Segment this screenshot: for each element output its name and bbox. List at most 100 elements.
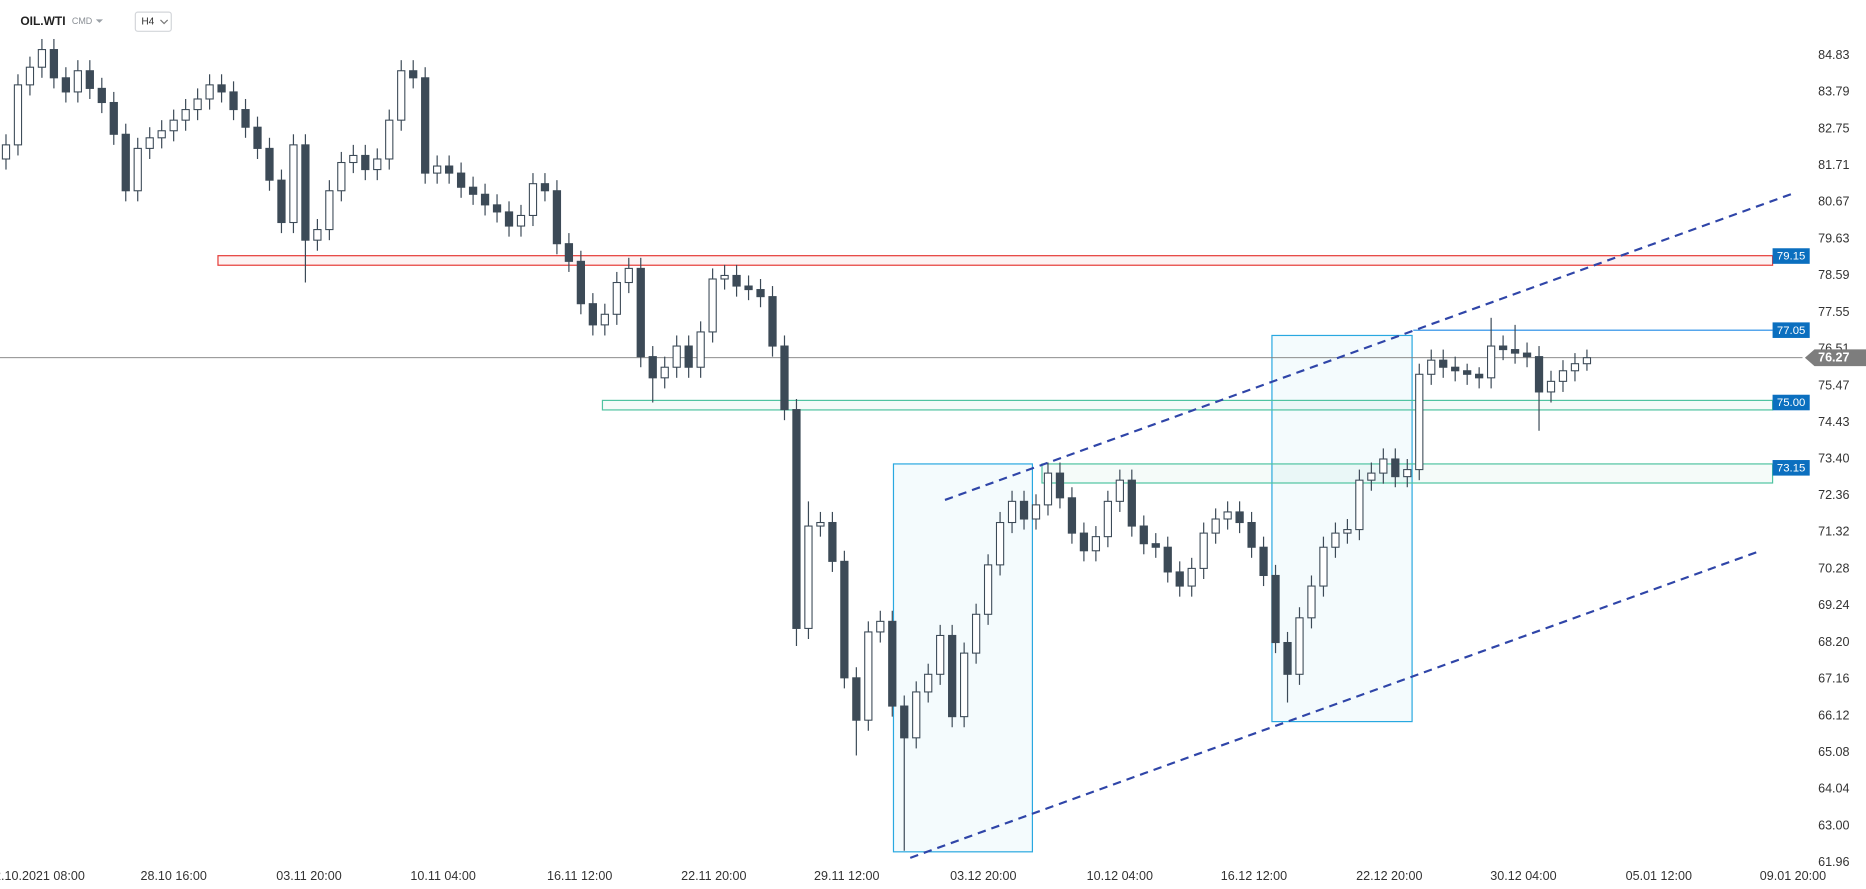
candle-body: [708, 278, 717, 333]
candle-body: [900, 705, 909, 739]
candle-body: [1031, 504, 1041, 520]
candle-body: [349, 154, 358, 164]
candle-body: [1283, 641, 1292, 675]
candle-body: [852, 677, 861, 721]
candle-body: [1091, 536, 1101, 552]
candle-body: [253, 126, 262, 149]
candle-body: [876, 620, 885, 633]
last-price-label-box: [1804, 349, 1866, 367]
x-tick-label: 22.11 20:00: [681, 869, 746, 883]
y-tick-label: 65.08: [1818, 745, 1849, 759]
y-tick-label: 71.32: [1818, 525, 1849, 539]
candle-body: [1079, 532, 1089, 552]
y-tick-label: 64.04: [1818, 782, 1849, 796]
candle-body: [361, 154, 370, 171]
candle-body: [1367, 472, 1376, 481]
candle-body: [756, 289, 765, 298]
candle-body: [241, 109, 250, 128]
candle-body: [13, 84, 23, 146]
candle-body: [397, 70, 406, 121]
x-tick-label: 09.01 20:00: [1760, 869, 1826, 883]
y-tick-label: 80.67: [1818, 195, 1849, 209]
market: CMD: [72, 16, 93, 26]
candle-body: [936, 634, 945, 675]
candle-body: [600, 313, 609, 326]
candle-body: [1546, 380, 1556, 393]
candle-body: [1055, 472, 1065, 499]
candle-body: [169, 119, 178, 132]
interval-caret: [160, 19, 169, 25]
candle-body: [217, 84, 226, 93]
candle-body: [552, 190, 562, 245]
candle-body: [540, 183, 550, 192]
level-label: 73.15: [1777, 462, 1805, 474]
candle-body: [1379, 458, 1388, 474]
interval[interactable]: H4: [141, 16, 154, 27]
x-tick-label: 28.10 16:00: [140, 869, 206, 883]
candle-body: [780, 345, 789, 411]
candle-body: [289, 144, 298, 224]
candle-body: [480, 193, 490, 206]
y-tick-label: 66.12: [1818, 708, 1849, 722]
candle-body: [73, 70, 82, 93]
candle-body: [888, 620, 897, 707]
x-tick-label: 16.11 12:00: [547, 869, 612, 883]
candle-body: [636, 267, 645, 358]
candle-body: [1067, 497, 1077, 534]
candle-body: [1019, 500, 1029, 520]
y-tick-label: 73.40: [1818, 451, 1849, 465]
candle-body: [1007, 500, 1017, 524]
candle-body: [1151, 543, 1160, 548]
candle-body: [61, 77, 71, 93]
candle-body: [25, 66, 35, 86]
y-tick-label: 72.36: [1818, 488, 1849, 502]
x-tick-label: 30.12 04:00: [1490, 869, 1556, 883]
candle-body: [468, 186, 478, 195]
candle-body: [624, 267, 633, 284]
candle-body: [121, 133, 130, 192]
candle-body: [1403, 469, 1412, 478]
y-tick-label: 69.24: [1818, 598, 1849, 612]
candle-body: [1391, 458, 1400, 478]
level-label: 79.15: [1777, 251, 1805, 263]
candle-body: [337, 161, 346, 192]
candle-body: [1187, 567, 1196, 587]
candle-body: [1115, 479, 1124, 502]
level-label-box: [1772, 322, 1810, 338]
candle-body: [409, 70, 418, 79]
candle-body: [684, 345, 693, 368]
y-tick-label: 78.59: [1818, 268, 1849, 282]
symbol[interactable]: OIL.WTI: [20, 14, 65, 28]
candle-body: [564, 243, 574, 262]
dropdown-arrow[interactable]: [95, 19, 104, 23]
candle-body: [672, 345, 681, 368]
candle-body: [1415, 373, 1424, 471]
candle-body: [768, 296, 777, 347]
x-tick-label: 03.12 20:00: [950, 869, 1016, 883]
candle-body: [133, 147, 142, 192]
last-price-label: 76.27: [1818, 351, 1849, 365]
candle-body: [1343, 529, 1352, 534]
candle-body: [828, 521, 837, 562]
candle-body: [648, 356, 657, 379]
level-label-box: [1772, 460, 1810, 476]
y-tick-label: 63.00: [1818, 818, 1849, 832]
candle-body: [960, 652, 969, 718]
candle-body: [1319, 546, 1328, 587]
candle-body: [181, 109, 190, 121]
candle-body: [816, 521, 825, 527]
level-zone: [217, 255, 1774, 266]
candle-body: [792, 409, 801, 629]
y-tick-label: 61.96: [1818, 855, 1849, 869]
candle-body: [85, 70, 94, 89]
trendline: [909, 549, 1761, 859]
candle-body: [1139, 525, 1148, 545]
interval-button[interactable]: [134, 11, 172, 32]
candle-body: [516, 214, 526, 227]
candle-body: [205, 84, 214, 100]
level-label: 77.05: [1777, 325, 1805, 337]
candle-body: [732, 274, 741, 287]
candle-body: [385, 119, 394, 160]
x-tick-label: 10.12 04:00: [1087, 869, 1153, 883]
candle-body: [1427, 359, 1436, 375]
